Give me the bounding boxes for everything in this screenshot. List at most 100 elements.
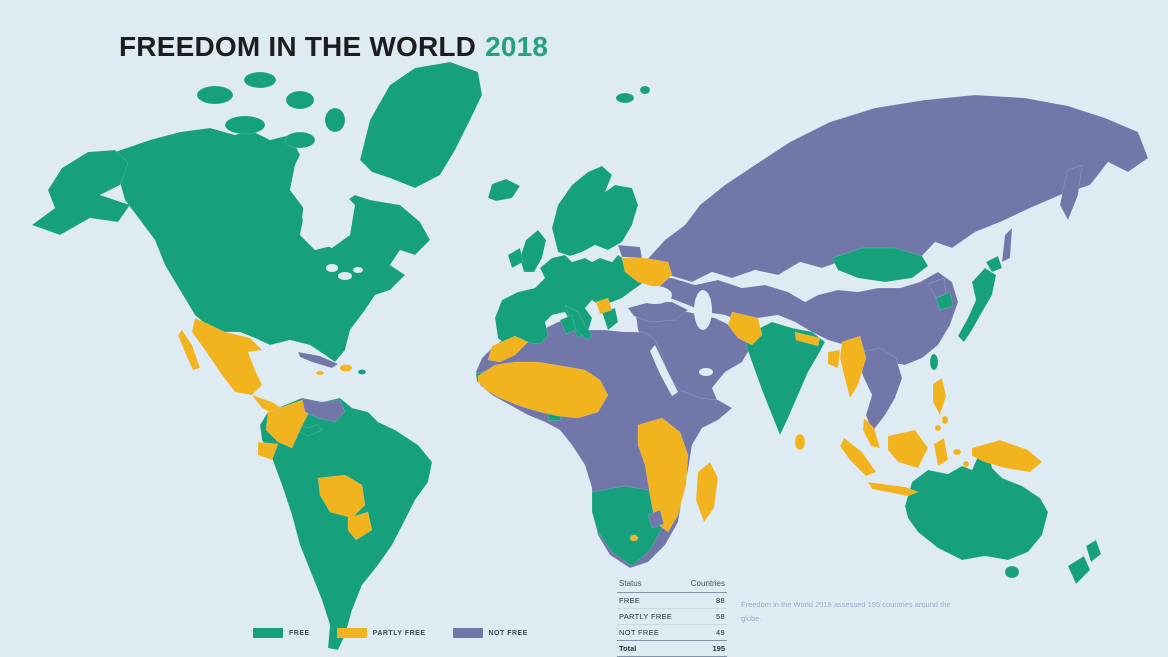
- taiwan-shape: [929, 353, 939, 371]
- southern-africa-shape: [591, 485, 663, 567]
- partly-free-swatch: [336, 628, 367, 638]
- sri-lanka-shape: [794, 433, 806, 451]
- free-label: FREE: [289, 629, 310, 637]
- new-zealand-north-shape: [1085, 539, 1102, 563]
- page-title: FREEDOM IN THE WORLD 2018: [119, 31, 548, 63]
- total-label: Total: [619, 644, 637, 653]
- west-africa-shape: [477, 361, 609, 419]
- red-sea: [650, 345, 678, 396]
- legend-item-partly-free: PARTLY FREE: [336, 628, 426, 638]
- row-status: PARTLY FREE: [619, 612, 673, 621]
- alaska-shape: [31, 149, 131, 236]
- puerto-rico-shape: [357, 369, 367, 375]
- venezuela-shape: [301, 397, 346, 423]
- table-row: PARTLY FREE 58: [617, 609, 727, 625]
- zimbabwe-shape: [647, 509, 665, 529]
- svalbard-island: [639, 85, 651, 95]
- great-lake: [326, 264, 338, 272]
- svalbard-island: [615, 92, 635, 104]
- caspian-sea: [694, 290, 712, 330]
- ukraine-shape: [621, 257, 673, 289]
- philippines-island: [934, 424, 942, 432]
- summary-table: Status Countries FREE 88 PARTLY FREE 58 …: [617, 577, 727, 657]
- philippines-island: [941, 415, 949, 425]
- mongolia-shape: [831, 247, 929, 283]
- arctic-island: [285, 90, 315, 110]
- australia-shape: [904, 447, 1049, 561]
- table-row: FREE 88: [617, 593, 727, 609]
- balkans-shape: [595, 297, 613, 315]
- hokkaido-shape: [985, 255, 1003, 273]
- arctic-island: [196, 85, 234, 105]
- row-count: 49: [716, 628, 725, 637]
- persian-gulf: [699, 368, 713, 376]
- total-value: 195: [712, 644, 725, 653]
- paraguay-shape: [347, 511, 373, 541]
- pakistan-shape: [727, 311, 763, 346]
- philippines-shape: [932, 377, 947, 416]
- sumatra-shape: [839, 437, 877, 477]
- hudson-bay: [302, 190, 355, 248]
- legend: FREE PARTLY FREE NOT FREE: [253, 628, 528, 638]
- not-free-swatch: [452, 628, 483, 638]
- myanmar-shape: [839, 335, 867, 399]
- footnote: Freedom in the World 2018 assessed 195 c…: [741, 600, 951, 623]
- sulawesi-shape: [933, 437, 949, 467]
- status-column-header: Status: [619, 579, 642, 588]
- uk-shape: [519, 229, 547, 273]
- summary-table-header: Status Countries: [617, 577, 727, 593]
- page-title-year: 2018: [485, 30, 549, 62]
- row-status: FREE: [619, 596, 641, 605]
- arctic-island: [324, 107, 346, 133]
- iceland-shape: [487, 178, 521, 202]
- not-free-label: NOT FREE: [488, 629, 528, 637]
- north-korea-shape: [927, 277, 947, 299]
- black-sea: [638, 286, 672, 304]
- java-shape: [867, 481, 919, 497]
- row-count: 88: [716, 596, 725, 605]
- madagascar-shape: [695, 461, 719, 523]
- bolivia-shape: [317, 474, 366, 519]
- not-free-regions: [475, 94, 1149, 569]
- india-shape: [745, 321, 826, 436]
- moluccas-island: [952, 448, 962, 456]
- row-status: NOT FREE: [619, 628, 660, 637]
- east-africa-shape: [637, 417, 689, 533]
- belarus-shape: [617, 244, 643, 259]
- ireland-shape: [507, 247, 524, 269]
- south-america-shape: [259, 397, 433, 651]
- legend-item-free: FREE: [253, 628, 310, 638]
- greenland-shape: [359, 61, 483, 189]
- moluccas-island: [962, 460, 970, 468]
- partly-free-regions: [177, 257, 1043, 542]
- malay-peninsula-shape: [862, 417, 881, 449]
- table-total-row: Total 195: [617, 640, 727, 657]
- sakhalin-shape: [1001, 227, 1013, 263]
- tunisia-shape: [559, 314, 577, 335]
- countries-column-header: Countries: [690, 579, 725, 588]
- partly-free-label: PARTLY FREE: [372, 629, 426, 637]
- free-swatch: [253, 628, 283, 638]
- lesotho-shape: [629, 534, 639, 542]
- scandinavia-shape: [551, 165, 639, 257]
- inland-water: [302, 190, 713, 396]
- free-regions: [31, 61, 1102, 651]
- legend-item-not-free: NOT FREE: [452, 628, 528, 638]
- great-lake: [353, 267, 363, 273]
- kamchatka-shape: [1059, 164, 1083, 221]
- page-title-text: FREEDOM IN THE WORLD: [119, 30, 477, 62]
- japan-shape: [957, 267, 997, 343]
- mexico-shape: [191, 317, 263, 396]
- jamaica-shape: [315, 370, 325, 376]
- arctic-island: [284, 131, 316, 149]
- hispaniola-shape: [339, 364, 353, 372]
- arctic-island: [224, 115, 266, 135]
- morocco-shape: [487, 335, 529, 363]
- nepal-shape: [794, 331, 821, 347]
- arctic-island: [243, 71, 277, 89]
- great-lake: [338, 272, 352, 280]
- southeast-asia-shape: [857, 347, 903, 433]
- new-zealand-south-shape: [1067, 555, 1091, 585]
